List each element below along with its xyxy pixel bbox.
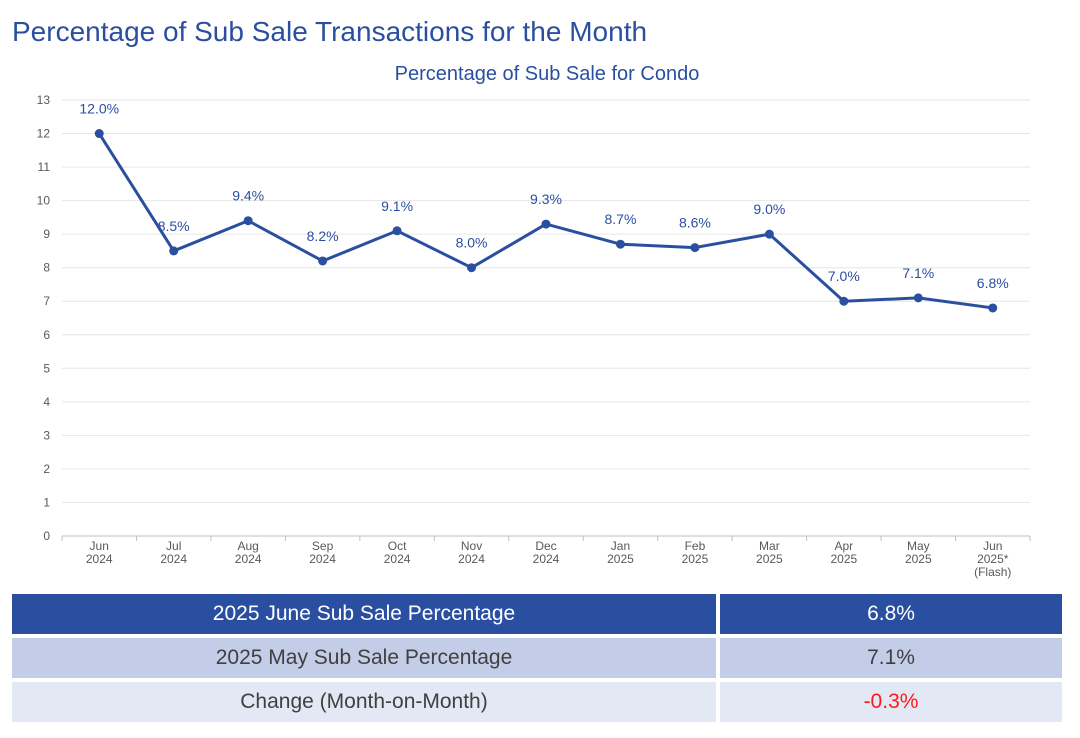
y-tick-label: 3	[43, 428, 50, 442]
data-label: 8.2%	[307, 228, 339, 244]
data-label: 7.0%	[828, 268, 860, 284]
x-tick-label-line: 2024	[160, 552, 187, 566]
chart-title: Percentage of Sub Sale for Condo	[395, 63, 700, 85]
page-title: Percentage of Sub Sale Transactions for …	[12, 16, 648, 47]
summary-row-change: Change (Month-on-Month) -0.3%	[12, 682, 1062, 722]
x-tick-label: Feb 2025	[682, 539, 709, 566]
x-tick-label-line: 2024	[458, 552, 485, 566]
data-point	[839, 296, 849, 306]
data-label: 9.3%	[530, 191, 562, 207]
x-tick-label-line: 2025	[905, 552, 932, 566]
x-tick-label-line: Jan	[611, 539, 630, 553]
data-label: 8.0%	[456, 235, 488, 251]
data-labels: 12.0% 8.5% 9.4% 8.2% 9.1% 8.0% 9.3% 8.7% 8.6% 9.0…	[79, 101, 1008, 291]
x-tick-label: Aug 2024	[235, 539, 262, 566]
y-tick-label: 0	[43, 529, 50, 543]
data-point	[690, 243, 700, 253]
x-tick-label: Jan 2025	[607, 539, 634, 566]
y-tick-label: 8	[43, 261, 50, 275]
data-label: 12.0%	[79, 101, 119, 117]
x-tick-label-line: Jun	[90, 539, 109, 553]
x-tick-label: Jun 2024	[86, 539, 113, 566]
y-tick-label: 9	[43, 227, 50, 241]
data-point	[988, 303, 998, 313]
x-tick-label-line: 2024	[86, 552, 113, 566]
summary-value: 6.8%	[720, 594, 1062, 634]
data-point	[913, 293, 923, 303]
x-tick-label-line: Feb	[685, 539, 706, 553]
data-label: 8.6%	[679, 215, 711, 231]
x-tick-label-line: May	[907, 539, 930, 553]
x-tick-label: Jun 2025* (Flash)	[974, 539, 1011, 579]
x-tick-label-line: (Flash)	[974, 565, 1011, 579]
data-point	[541, 219, 551, 229]
x-tick-label: May 2025	[905, 539, 932, 566]
series-line	[94, 129, 998, 313]
x-tick-label-line: 2025	[756, 552, 783, 566]
summary-label: 2025 May Sub Sale Percentage	[12, 638, 716, 678]
x-tick-label-line: 2025	[682, 552, 709, 566]
x-tick-label: Nov 2024	[458, 539, 485, 566]
x-tick-label-line: Aug	[237, 539, 258, 553]
y-tick-label: 7	[43, 294, 50, 308]
x-tick-label-line: Jun	[983, 539, 1002, 553]
data-label: 8.7%	[605, 211, 637, 227]
data-label: 8.5%	[158, 218, 190, 234]
summary-label: 2025 June Sub Sale Percentage	[12, 594, 716, 634]
y-tick-label: 11	[38, 160, 51, 174]
x-tick-label: Sep 2024	[309, 539, 336, 566]
x-tick-label: Mar 2025	[756, 539, 783, 566]
data-point	[94, 129, 104, 139]
x-tick-label-line: Apr	[835, 539, 854, 553]
y-tick-label: 2	[43, 462, 50, 476]
data-label: 9.4%	[232, 188, 264, 204]
summary-value: 7.1%	[720, 638, 1062, 678]
summary-row-june: 2025 June Sub Sale Percentage 6.8%	[12, 594, 1062, 634]
data-label: 9.0%	[753, 201, 785, 217]
data-label: 6.8%	[977, 275, 1009, 291]
x-tick-label-line: Dec	[535, 539, 556, 553]
data-label: 7.1%	[902, 265, 934, 281]
x-tick-label-line: 2025	[607, 552, 634, 566]
x-tick-label: Apr 2025	[830, 539, 857, 566]
y-tick-label: 6	[43, 328, 50, 342]
y-tick-label: 12	[37, 127, 51, 141]
x-tick-label: Dec 2024	[533, 539, 560, 566]
summary-row-may: 2025 May Sub Sale Percentage 7.1%	[12, 638, 1062, 678]
y-tick-label: 4	[43, 395, 50, 409]
x-tick-label-line: 2024	[235, 552, 262, 566]
data-point	[467, 263, 477, 273]
x-tick-label-line: Jul	[166, 539, 181, 553]
x-tick-label-line: 2025*	[977, 552, 1009, 566]
data-point	[392, 226, 402, 236]
x-tick-label-line: Sep	[312, 539, 334, 553]
data-point	[615, 239, 625, 249]
x-tick-label-line: 2024	[533, 552, 560, 566]
y-tick-label: 5	[43, 361, 50, 375]
data-point	[318, 256, 328, 266]
data-point	[169, 246, 179, 256]
x-tick-label-line: Nov	[461, 539, 482, 553]
summary-label: Change (Month-on-Month)	[12, 682, 716, 722]
x-tick-label-line: Mar	[759, 539, 780, 553]
y-tick-label: 1	[43, 495, 50, 509]
summary-table: 2025 June Sub Sale Percentage 6.8% 2025 …	[12, 594, 1062, 726]
line-chart: Percentage of Sub Sale for Condo 0123456…	[37, 63, 1031, 579]
gridlines	[62, 99, 1030, 503]
data-point	[764, 229, 774, 239]
x-tick-label-line: Oct	[388, 539, 407, 553]
x-tick-label: Oct 2024	[384, 539, 411, 566]
data-label: 9.1%	[381, 198, 413, 214]
x-tick-label-line: 2024	[384, 552, 411, 566]
y-tick-label: 10	[37, 194, 51, 208]
x-tick-label-line: 2025	[830, 552, 857, 566]
x-tick-label-line: 2024	[309, 552, 336, 566]
x-tick-label: Jul 2024	[160, 539, 187, 566]
data-point	[243, 216, 253, 226]
summary-value-change: -0.3%	[720, 682, 1062, 722]
y-tick-label: 13	[37, 93, 51, 107]
